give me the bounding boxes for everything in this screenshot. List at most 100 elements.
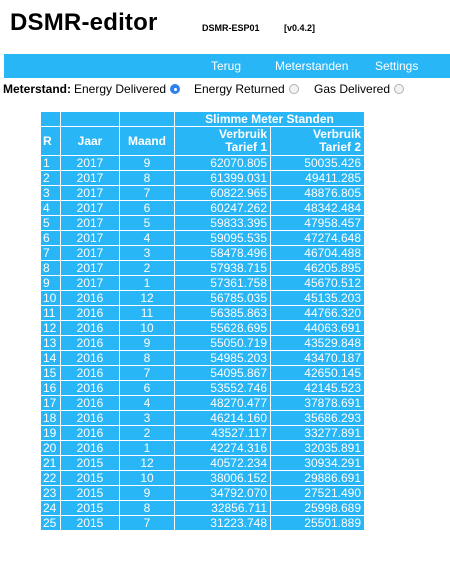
header-tariff2: Verbruik Tarief 2 [270, 126, 365, 156]
cell-month: 8 [119, 500, 175, 516]
cell-r: 19 [40, 425, 61, 441]
cell-tariff1: 54985.203 [174, 350, 271, 366]
cell-year: 2017 [60, 245, 120, 261]
nav-bar: Terug Meterstanden Settings [4, 54, 450, 78]
option-gas-delivered-label: Gas Delivered [314, 82, 391, 96]
table-row: 17 2016 4 48270.477 37878.691 [40, 395, 365, 411]
cell-tariff2: 47958.457 [270, 215, 365, 231]
option-gas-delivered[interactable]: Gas Delivered [314, 82, 405, 96]
cell-tariff1: 56385.863 [174, 305, 271, 321]
cell-year: 2015 [60, 500, 120, 516]
cell-tariff2: 37878.691 [270, 395, 365, 411]
cell-tariff2: 25998.689 [270, 500, 365, 516]
cell-year: 2015 [60, 470, 120, 486]
cell-tariff2: 44063.691 [270, 320, 365, 336]
cell-year: 2016 [60, 365, 120, 381]
cell-tariff2: 33277.891 [270, 425, 365, 441]
table-row: 8 2017 2 57938.715 46205.895 [40, 260, 365, 276]
cell-tariff1: 42274.316 [174, 440, 271, 456]
table-row: 1 2017 9 62070.805 50035.426 [40, 155, 365, 171]
cell-year: 2016 [60, 410, 120, 426]
cell-r: 2 [40, 170, 61, 186]
cell-r: 7 [40, 245, 61, 261]
cell-month: 1 [119, 275, 175, 291]
radio-energy-delivered[interactable] [170, 84, 181, 94]
table-row: 19 2016 2 43527.117 33277.891 [40, 425, 365, 441]
cell-tariff1: 60247.262 [174, 200, 271, 216]
table-row: 23 2015 9 34792.070 27521.490 [40, 485, 365, 501]
cell-tariff2: 48876.805 [270, 185, 365, 201]
cell-month: 9 [119, 335, 175, 351]
nav-back-link[interactable]: Terug [211, 59, 242, 73]
cell-r: 1 [40, 155, 61, 171]
device-name: DSMR-ESP01 [202, 23, 260, 33]
cell-r: 14 [40, 350, 61, 366]
table-row: 22 2015 10 38006.152 29886.691 [40, 470, 365, 486]
header-tariff1: Verbruik Tarief 1 [174, 126, 271, 156]
table-row: 16 2016 6 53552.746 42145.523 [40, 380, 365, 396]
header-tariff1-line1: Verbruik [218, 127, 267, 141]
app-title: DSMR-editor [10, 9, 158, 36]
cell-month: 1 [119, 440, 175, 456]
cell-r: 24 [40, 500, 61, 516]
cell-tariff1: 58478.496 [174, 245, 271, 261]
cell-r: 5 [40, 215, 61, 231]
cell-month: 3 [119, 245, 175, 261]
option-energy-returned[interactable]: Energy Returned [194, 82, 299, 96]
cell-tariff1: 53552.746 [174, 380, 271, 396]
cell-year: 2016 [60, 380, 120, 396]
nav-settings-link[interactable]: Settings [375, 59, 419, 73]
cell-r: 16 [40, 380, 61, 396]
cell-tariff2: 27521.490 [270, 485, 365, 501]
cell-month: 4 [119, 230, 175, 246]
cell-tariff1: 46214.160 [174, 410, 271, 426]
table-group-header-row: Slimme Meter Standen [40, 111, 365, 127]
table-row: 9 2017 1 57361.758 45670.512 [40, 275, 365, 291]
table-row: 3 2017 7 60822.965 48876.805 [40, 185, 365, 201]
cell-tariff1: 60822.965 [174, 185, 271, 201]
cell-r: 22 [40, 470, 61, 486]
cell-year: 2017 [60, 200, 120, 216]
cell-tariff1: 40572.234 [174, 455, 271, 471]
table-row: 18 2016 3 46214.160 35686.293 [40, 410, 365, 426]
cell-month: 7 [119, 185, 175, 201]
cell-month: 11 [119, 305, 175, 321]
cell-month: 4 [119, 395, 175, 411]
cell-month: 12 [119, 290, 175, 306]
header-group-title: Slimme Meter Standen [174, 111, 365, 127]
cell-tariff1: 62070.805 [174, 155, 271, 171]
radio-gas-delivered[interactable] [394, 84, 405, 94]
cell-tariff2: 42145.523 [270, 380, 365, 396]
option-energy-delivered[interactable]: Energy Delivered [74, 82, 181, 96]
cell-month: 6 [119, 380, 175, 396]
option-energy-returned-label: Energy Returned [194, 82, 285, 96]
cell-r: 13 [40, 335, 61, 351]
table-row: 2 2017 8 61399.031 49411.285 [40, 170, 365, 186]
table-row: 15 2016 7 54095.867 42650.145 [40, 365, 365, 381]
cell-month: 10 [119, 320, 175, 336]
radio-energy-returned[interactable] [288, 84, 299, 94]
cell-year: 2016 [60, 440, 120, 456]
header-tariff2-line1: Verbruik [312, 127, 361, 141]
cell-year: 2016 [60, 305, 120, 321]
table-row: 24 2015 8 32856.711 25998.689 [40, 500, 365, 516]
cell-tariff2: 45670.512 [270, 275, 365, 291]
cell-r: 11 [40, 305, 61, 321]
cell-year: 2017 [60, 260, 120, 276]
cell-year: 2016 [60, 335, 120, 351]
cell-r: 6 [40, 230, 61, 246]
meter-type-selector: Meterstand: Energy Delivered Energy Retu… [3, 82, 405, 96]
header-year: Jaar [60, 126, 120, 156]
cell-tariff2: 32035.891 [270, 440, 365, 456]
app-version: [v0.4.2] [284, 23, 316, 33]
header-blank [119, 111, 175, 127]
header-month: Maand [119, 126, 175, 156]
cell-month: 5 [119, 215, 175, 231]
cell-tariff2: 49411.285 [270, 170, 365, 186]
cell-month: 7 [119, 365, 175, 381]
table-body: 1 2017 9 62070.805 50035.426 2 2017 8 61399.031 4… [40, 155, 365, 531]
table-row: 21 2015 12 40572.234 30934.291 [40, 455, 365, 471]
app-header: DSMR-editor DSMR-ESP01 [v0.4.2] [0, 0, 450, 52]
nav-meter-readings-link[interactable]: Meterstanden [275, 59, 349, 73]
cell-tariff2: 43470.187 [270, 350, 365, 366]
